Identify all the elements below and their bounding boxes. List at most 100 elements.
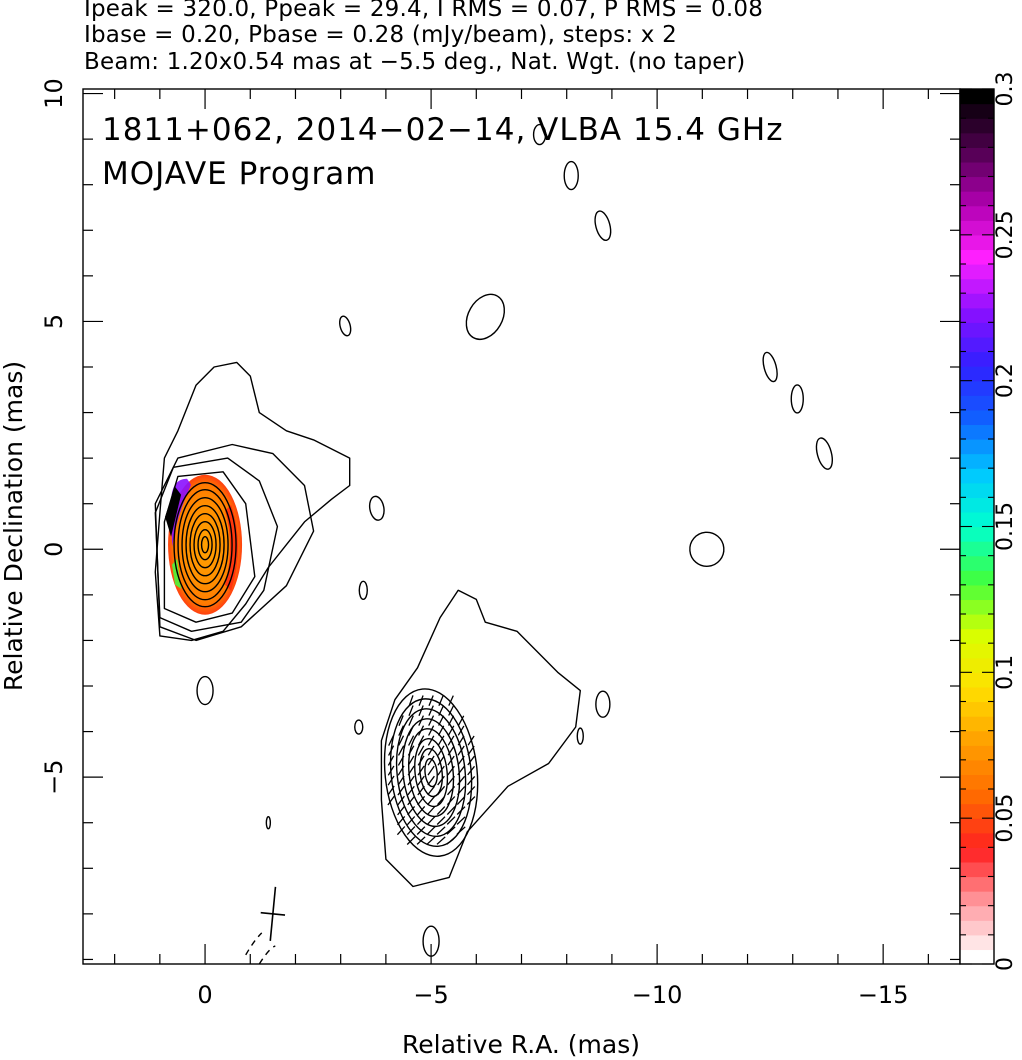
colorbar-cell [960,701,994,717]
colorbar-cell [960,409,994,426]
pol-vector [467,745,475,756]
secondary-contour [389,698,473,848]
colorbar-cell [960,191,994,207]
noise-contour [532,123,547,146]
pol-vector [447,745,455,756]
core-contour [177,489,233,601]
colorbar-cell [960,293,994,309]
pol-vector [408,735,415,746]
pol-vector [417,795,426,806]
pol-vector [436,806,446,816]
colorbar-cell [960,103,994,119]
colorbar-cell [960,118,994,134]
pol-vector [427,765,435,776]
pol-vector [407,805,416,816]
pol-edge-green [172,558,182,589]
noise-contour [576,727,584,745]
noise-contour [563,160,579,191]
noise-contour [368,495,385,521]
noise-contour [762,351,778,383]
noise-contour [689,531,725,567]
colorbar-tick-label: 0.2 [993,363,1018,398]
pol-vector [416,836,426,845]
colorbar-cell [960,643,994,659]
plot-area: 0 −5 −10 −15 −5 0 5 10 [40,78,961,1009]
colorbar-cell [960,891,994,907]
colorbar-cell [960,336,994,353]
colorbar-cell [960,614,994,630]
colorbar-cell [960,439,994,455]
colorbar-cell [960,803,994,819]
pol-vector [408,705,414,716]
pol-vector [417,785,425,796]
colorbar-cell [960,132,994,148]
pol-vector [436,826,446,835]
core-contour [185,505,225,585]
colorbar-cell [960,584,994,601]
pol-vector [427,795,436,806]
pol-vector [457,745,465,756]
noise-contour [465,293,506,341]
secondary-contour [424,757,438,788]
colorbar-cell [960,672,994,688]
secondary-contour [401,718,461,828]
colorbar-cell [960,482,994,498]
colorbar-cell [960,264,994,280]
pol-vector [447,735,455,746]
pol-vector [387,755,395,766]
y-tick-label: −5 [40,759,68,794]
negative-contour [258,945,276,964]
pol-vector [418,705,424,716]
colorbar-cell [960,351,994,367]
colorbar-cell [960,322,994,338]
pol-vector [437,775,445,786]
pol-vector [397,755,405,766]
pol-vector [417,805,426,816]
colorbar-cell [960,453,994,469]
pol-vector [436,836,446,845]
pol-core-fill [168,474,243,615]
pol-vector [438,715,445,726]
colorbar-cell [960,570,994,586]
pol-vector [408,715,414,726]
secondary-contour [414,738,449,808]
pol-vector [397,815,406,826]
colorbar-cell [960,380,994,396]
colorbar-cell [960,949,994,965]
colorbar-tick-label: 0.15 [993,502,1018,551]
colorbar-cell [960,176,994,192]
pol-vector [388,745,395,756]
colorbar-cell [960,759,994,776]
colorbar-cell [960,686,994,703]
header-line-3: Beam: 1.20x0.54 mas at −5.5 deg., Nat. W… [84,49,746,75]
pol-vector [466,786,476,796]
pol-vector [416,816,426,826]
pol-vector [417,745,425,756]
core-contour [154,457,279,632]
pol-vector [457,786,466,796]
pol-vector [456,806,466,815]
pol-vector [407,775,415,786]
pol-vector [447,765,455,776]
pol-vector [446,826,456,835]
pol-vector [426,806,436,816]
colorbar: 0 0.05 0.1 0.15 0.2 0.25 0.3 [959,72,1018,971]
pol-vector [397,765,405,776]
pol-vector [448,705,455,716]
pol-edge-black [165,486,182,537]
core-contour [181,497,229,593]
axis-ticks [83,89,960,964]
y-tick-label: 10 [40,78,68,109]
colorbar-cell [960,511,994,528]
pol-vector [388,735,394,746]
pol-vector [407,795,416,806]
core-contour [200,536,210,554]
colorbar-cell [960,249,994,265]
polarization-vectors [387,695,476,845]
pol-vector [406,826,416,836]
pol-vector [417,735,425,746]
colorbar-cell [960,497,994,513]
pol-vector [396,826,406,836]
pol-vector [398,715,404,726]
colorbar-tick-label: 0.1 [993,655,1018,690]
